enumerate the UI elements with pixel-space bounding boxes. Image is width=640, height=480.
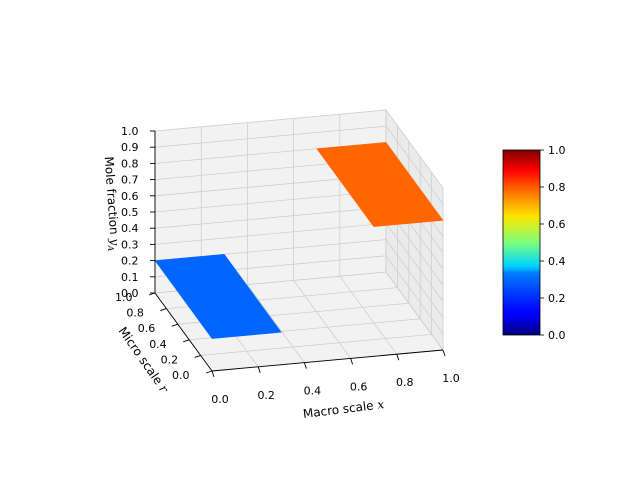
grid-line: [154, 125, 387, 148]
z-tick-label: 0.9: [121, 141, 139, 154]
z-tick-label: 0.4: [121, 222, 139, 235]
z-tick-label: 0.0: [121, 287, 139, 300]
z-tick-label: 1.0: [121, 125, 139, 138]
grid-line: [154, 223, 387, 245]
x-tick-label: 0.0: [211, 393, 229, 406]
x-tick-mark: [211, 370, 215, 378]
y-tick-label: 1.0: [115, 291, 133, 304]
x-tick-label: 0.4: [304, 385, 322, 398]
z-tick-label: 0.7: [121, 174, 139, 187]
grid-line: [293, 280, 351, 359]
x-tick-mark: [257, 366, 261, 373]
colorbar-ticks: 0.0 0.2 0.4 0.6 0.8 1.0: [540, 144, 566, 342]
x-tick-mark: [396, 354, 400, 361]
z-tick-label: 0.8: [121, 157, 139, 170]
z-tick-label: 0.3: [121, 238, 139, 251]
grid-line: [200, 334, 432, 356]
y-tick-label: 0.8: [126, 307, 143, 320]
z-axis-label: Mole fraction yA: [100, 156, 123, 252]
grid-line: [154, 206, 387, 229]
grid-line: [385, 109, 444, 189]
grid-line: [385, 125, 444, 205]
colorbar-tick-label: 1.0: [548, 144, 566, 157]
grid-lines: [154, 109, 444, 372]
grid-line: [385, 239, 444, 318]
grid-line: [385, 255, 444, 335]
grid-line: [385, 223, 444, 302]
grid-line: [385, 271, 444, 351]
y-tick-label: 0.6: [138, 322, 156, 335]
y-tick-label: 0.0: [172, 369, 190, 382]
x-tick-label: 0.2: [257, 389, 275, 402]
colorbar: 0.0 0.2 0.4 0.6 0.8 1.0: [502, 144, 566, 342]
surface-2: [316, 142, 444, 227]
axis-lines: [148, 130, 446, 378]
surface-1: [154, 254, 282, 339]
grid-line: [154, 109, 387, 132]
grid-line: [154, 190, 387, 213]
x-tick-mark: [303, 362, 307, 369]
colorbar-tick-label: 0.2: [548, 292, 566, 305]
colorbar-gradient: [502, 149, 541, 336]
y-tick-mark: [205, 370, 213, 374]
y-tick-mark: [160, 308, 167, 312]
x-tick-label: 0.6: [350, 380, 368, 393]
y-tick-label: 0.2: [161, 353, 179, 366]
z-tick-label: 0.1: [121, 271, 139, 284]
colorbar-tick-label: 0.4: [548, 255, 566, 268]
z-tick-label: 0.2: [121, 255, 139, 268]
colorbar-tick-label: 0.6: [548, 218, 566, 231]
y-tick-mark: [171, 323, 178, 327]
y-tick-mark: [183, 339, 190, 343]
x-axis-label: Macro scale x: [302, 397, 385, 421]
x-tick-label: 1.0: [442, 372, 460, 385]
x-tick-mark: [442, 349, 446, 357]
colorbar-tick-label: 0.0: [548, 329, 566, 342]
grid-line: [339, 275, 398, 355]
z-tick-label: 0.6: [121, 190, 139, 203]
y-tick-label: 0.4: [149, 338, 167, 351]
x-axis-line: [211, 349, 444, 372]
x-tick-mark: [350, 358, 354, 365]
y-axis-line: [154, 292, 213, 372]
grid-line: [247, 284, 305, 363]
y-tick-mark: [194, 354, 201, 358]
z-tick-label: 0.5: [121, 206, 139, 219]
colorbar-tick-label: 0.8: [548, 181, 566, 194]
tick-labels: 0.0 0.2 0.4 0.6 0.8 1.00.00.20.40.60.81.00.00…: [115, 125, 460, 406]
surfaces: [154, 142, 444, 339]
x-tick-label: 0.8: [396, 376, 414, 389]
